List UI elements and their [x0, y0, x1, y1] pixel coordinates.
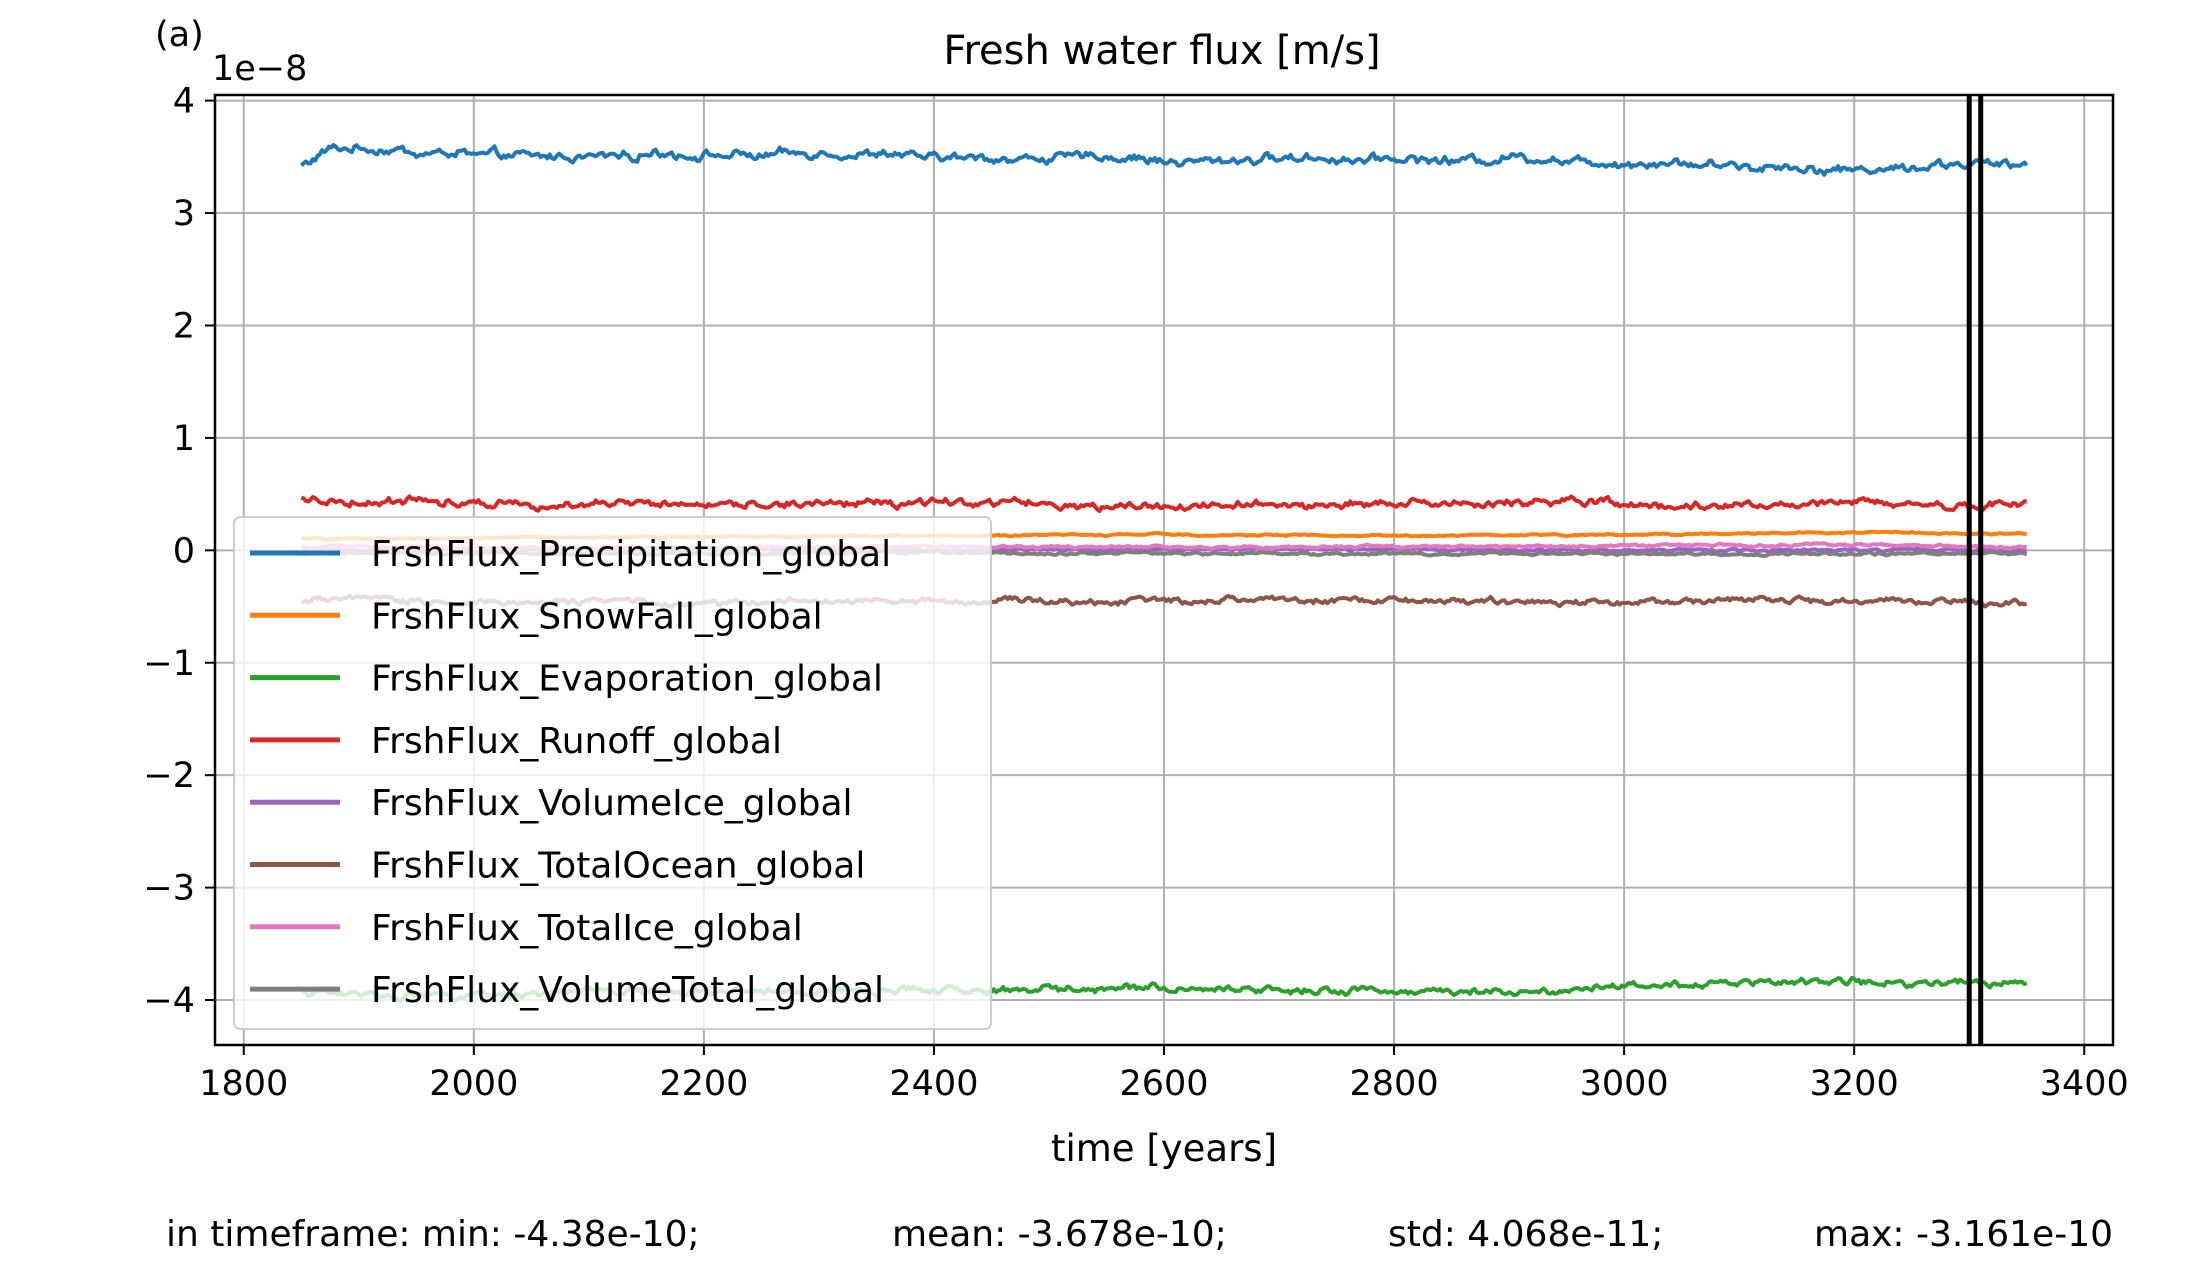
- y-tick-label-7: 3: [173, 194, 195, 234]
- y-tick-label-8: 4: [173, 82, 195, 122]
- chart-title: Fresh water flux [m/s]: [943, 28, 1380, 74]
- y-tick-label-3: −1: [143, 644, 195, 684]
- legend-label-4: FrshFlux_Runoff_global: [371, 721, 782, 762]
- legend: FrshFlux_Precipitation_global FrshFlux_Sn…: [233, 516, 992, 1030]
- legend-label-8: FrshFlux_VolumeTotal_global: [371, 970, 884, 1011]
- x-tick-label-4: 2600: [1119, 1064, 1208, 1104]
- stats-max: max: -3.161e-10: [1814, 1214, 2113, 1255]
- y-tick-label-5: 1: [173, 419, 195, 459]
- y-tick-label-6: 2: [173, 306, 195, 346]
- y-offset-label: 1e−8: [212, 49, 307, 89]
- stats-mean: mean: -3.678e-10;: [892, 1214, 1227, 1255]
- y-tick-label-1: −3: [143, 869, 195, 909]
- x-tick-label-7: 3200: [1810, 1064, 1899, 1104]
- legend-label-1: FrshFlux_Precipitation_global: [371, 534, 891, 575]
- x-tick-label-8: 3400: [2040, 1064, 2129, 1104]
- y-tick-label-4: 0: [173, 531, 195, 571]
- legend-box: [233, 516, 992, 1030]
- x-tick-label-1: 2000: [429, 1064, 518, 1104]
- y-axis-ticks: −4 −3 −2 −1 0 1 2 3 4: [143, 82, 215, 1021]
- legend-label-7: FrshFlux_TotalIce_global: [371, 908, 803, 949]
- y-tick-label-0: −4: [143, 981, 195, 1021]
- panel-label: (a): [155, 15, 204, 55]
- x-tick-label-2: 2200: [659, 1064, 748, 1104]
- legend-label-2: FrshFlux_SnowFall_global: [371, 596, 823, 637]
- x-tick-label-3: 2400: [889, 1064, 978, 1104]
- legend-label-5: FrshFlux_VolumeIce_global: [371, 783, 853, 824]
- legend-label-3: FrshFlux_Evaporation_global: [371, 659, 883, 700]
- x-axis-title: time [years]: [1051, 1127, 1277, 1170]
- x-tick-label-6: 3000: [1580, 1064, 1669, 1104]
- x-axis-ticks: 1800 2000 2200 2400 2600 2800 3000 3200 3400: [199, 1045, 2129, 1104]
- series-line-1: [299, 143, 2029, 177]
- series-line-4: [300, 494, 2027, 513]
- stats-std: std: 4.068e-11;: [1388, 1214, 1663, 1255]
- x-tick-label-5: 2800: [1350, 1064, 1439, 1104]
- x-tick-label-0: 1800: [199, 1064, 288, 1104]
- vertical-markers: [1966, 95, 1984, 1045]
- legend-label-6: FrshFlux_TotalOcean_global: [371, 846, 865, 887]
- y-tick-label-2: −2: [143, 756, 195, 796]
- stats-min: in timeframe: min: -4.38e-10;: [166, 1214, 700, 1255]
